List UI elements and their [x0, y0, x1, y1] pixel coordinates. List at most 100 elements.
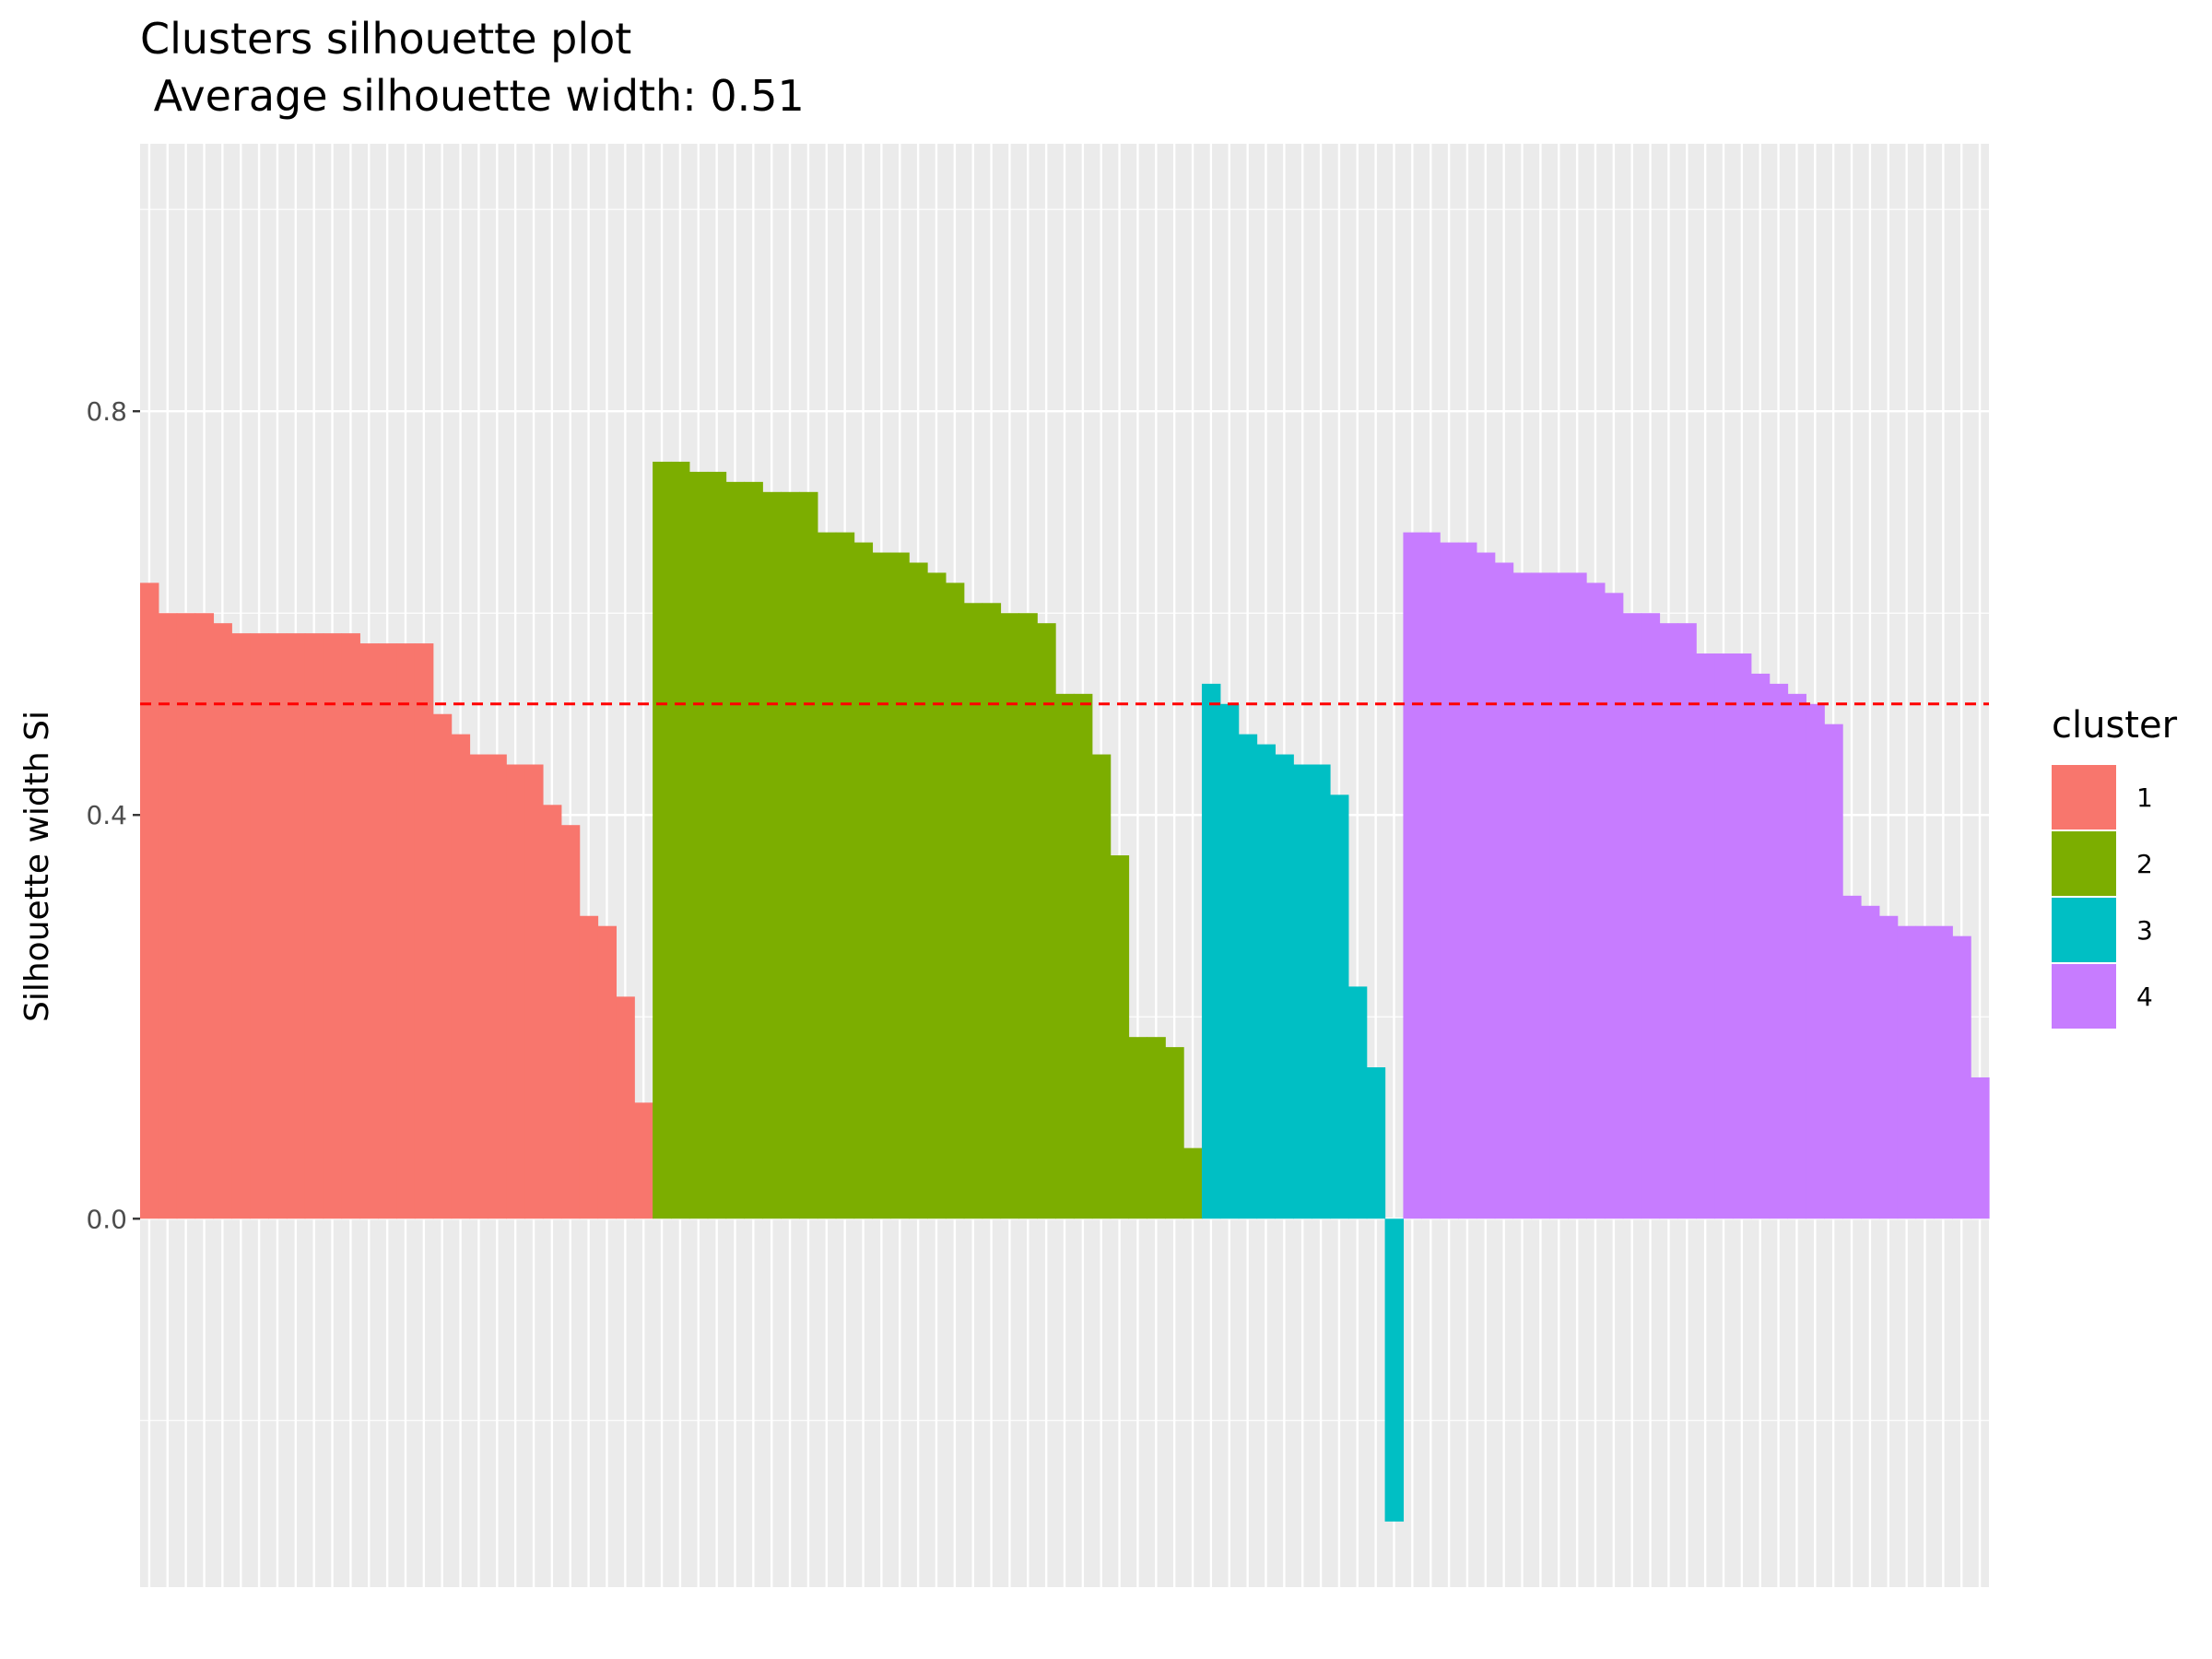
bar-cluster-2 [1000, 613, 1019, 1219]
bar-cluster-4 [1806, 703, 1825, 1219]
bar-cluster-2 [1128, 1037, 1147, 1219]
bar-cluster-1 [414, 643, 434, 1219]
bar-cluster-2 [688, 471, 709, 1219]
bar-cluster-2 [1183, 1147, 1203, 1219]
y-tick-label: 0.8 [86, 396, 127, 427]
bar-cluster-2 [835, 532, 855, 1219]
bar-cluster-3 [1384, 1218, 1405, 1522]
bar-cluster-3 [1329, 794, 1349, 1219]
bar-cluster-2 [1055, 693, 1075, 1219]
bar-cluster-1 [140, 582, 159, 1219]
bar-cluster-4 [1622, 613, 1642, 1219]
bar-cluster-2 [1110, 855, 1130, 1219]
bar-cluster-1 [359, 643, 379, 1219]
bar-cluster-1 [378, 643, 397, 1219]
bar-cluster-2 [853, 542, 874, 1219]
bar-cluster-4 [1549, 572, 1569, 1219]
bar-cluster-4 [1659, 623, 1678, 1219]
y-tick-label: 0.0 [86, 1204, 127, 1234]
bar-cluster-2 [1147, 1037, 1166, 1219]
legend-key-2 [2052, 831, 2116, 896]
bar-cluster-2 [707, 471, 727, 1219]
bar-cluster-1 [506, 764, 525, 1219]
legend-label-2: 2 [2136, 849, 2153, 879]
bar-cluster-2 [725, 481, 746, 1219]
bar-cluster-4 [1952, 935, 1971, 1219]
bar-cluster-4 [1421, 532, 1441, 1219]
bar-cluster-1 [323, 633, 343, 1219]
bar-cluster-4 [1512, 572, 1533, 1219]
bar-cluster-1 [341, 633, 360, 1219]
legend-label-1: 1 [2136, 782, 2153, 813]
legend-label-4: 4 [2136, 982, 2153, 1012]
bar-cluster-2 [872, 552, 891, 1219]
bar-cluster-4 [1769, 683, 1789, 1219]
y-axis: 0.0 0.4 0.8 [86, 396, 140, 1234]
bar-cluster-3 [1275, 754, 1294, 1219]
chart-title: Clusters silhouette plot [140, 14, 631, 64]
bar-cluster-2 [1165, 1047, 1184, 1219]
bar-cluster-4 [1897, 925, 1917, 1219]
bar-cluster-4 [1604, 593, 1624, 1219]
bar-cluster-1 [451, 734, 471, 1219]
bar-cluster-4 [1494, 562, 1514, 1219]
bar-cluster-2 [799, 491, 818, 1219]
bar-cluster-1 [286, 633, 306, 1219]
bar-cluster-1 [231, 633, 251, 1219]
bar-cluster-2 [781, 491, 800, 1219]
bar-cluster-4 [1403, 532, 1422, 1219]
bar-cluster-4 [1971, 1077, 1990, 1219]
legend: cluster 1 2 3 4 [2052, 704, 2178, 1029]
bar-cluster-2 [670, 461, 690, 1219]
bars [140, 461, 1990, 1522]
bar-cluster-2 [1091, 754, 1112, 1219]
bar-cluster-2 [890, 552, 910, 1219]
bar-cluster-4 [1586, 582, 1606, 1219]
legend-title: cluster [2052, 704, 2178, 747]
bar-cluster-4 [1440, 542, 1459, 1219]
bar-cluster-1 [579, 915, 599, 1219]
bar-cluster-2 [1037, 623, 1056, 1219]
bar-cluster-1 [176, 613, 196, 1219]
bar-cluster-3 [1256, 744, 1277, 1219]
bar-cluster-4 [1860, 905, 1880, 1219]
bar-cluster-2 [817, 532, 837, 1219]
bar-cluster-1 [560, 825, 581, 1219]
bar-cluster-4 [1476, 552, 1496, 1219]
bar-cluster-2 [762, 491, 782, 1219]
bar-cluster-2 [945, 582, 965, 1219]
legend-key-1 [2052, 765, 2116, 830]
bar-cluster-2 [1073, 693, 1093, 1219]
bar-cluster-1 [304, 633, 324, 1219]
bar-cluster-3 [1219, 703, 1240, 1219]
bar-cluster-2 [982, 603, 1002, 1219]
bar-cluster-1 [634, 1102, 653, 1219]
bar-cluster-2 [963, 603, 983, 1219]
bar-cluster-2 [744, 481, 763, 1219]
bar-cluster-1 [597, 925, 617, 1219]
bar-cluster-2 [927, 572, 947, 1219]
bar-cluster-3 [1238, 734, 1258, 1219]
bar-cluster-1 [250, 633, 269, 1219]
bar-cluster-2 [653, 461, 672, 1219]
bar-cluster-3 [1312, 764, 1331, 1219]
legend-key-4 [2052, 964, 2116, 1029]
bar-cluster-4 [1677, 623, 1697, 1219]
bar-cluster-4 [1696, 653, 1715, 1219]
bar-cluster-4 [1915, 925, 1936, 1219]
bar-cluster-3 [1293, 764, 1312, 1219]
bar-cluster-4 [1934, 925, 1953, 1219]
chart-subtitle: Average silhouette width: 0.51 [140, 71, 805, 121]
bar-cluster-4 [1641, 613, 1661, 1219]
bar-cluster-1 [158, 613, 178, 1219]
bar-cluster-2 [909, 562, 928, 1219]
bar-cluster-1 [616, 996, 635, 1219]
bar-cluster-4 [1750, 673, 1771, 1219]
bar-cluster-4 [1842, 895, 1862, 1219]
bar-cluster-4 [1824, 724, 1843, 1219]
bar-cluster-3 [1366, 1067, 1386, 1219]
bar-cluster-1 [469, 754, 488, 1219]
legend-label-3: 3 [2136, 915, 2153, 946]
bar-cluster-1 [213, 623, 232, 1219]
